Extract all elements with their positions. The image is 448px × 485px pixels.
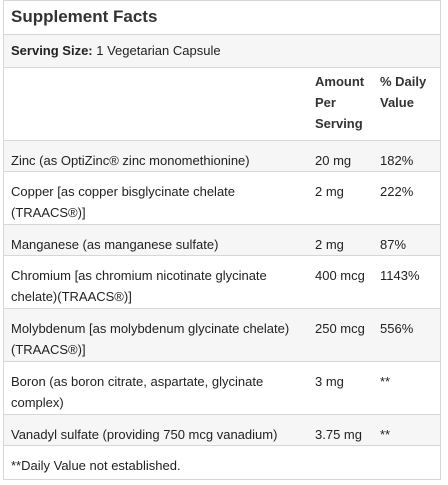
nutrient-daily-value: 222% xyxy=(376,171,440,225)
nutrient-amount: 250 mcg xyxy=(310,308,376,362)
nutrient-name: Vanadyl sulfate (providing 750 mcg vanad… xyxy=(4,414,310,446)
nutrient-name: Chromium [as chromium nicotinate glycina… xyxy=(4,255,310,309)
nutrient-daily-value: ** xyxy=(376,414,440,446)
serving-size-value: 1 Vegetarian Capsule xyxy=(96,43,221,58)
nutrient-amount: 3.75 mg xyxy=(310,414,376,446)
nutrient-name: Boron (as boron citrate, aspartate, glyc… xyxy=(4,361,310,415)
table-row: Zinc (as OptiZinc® zinc monomethionine) … xyxy=(4,140,440,172)
table-row: Chromium [as chromium nicotinate glycina… xyxy=(4,255,440,309)
nutrient-daily-value: 87% xyxy=(376,224,440,256)
nutrient-daily-value: 1143% xyxy=(376,255,440,309)
header-amount: Amount Per Serving xyxy=(310,68,376,141)
nutrient-amount: 20 mg xyxy=(310,140,376,172)
supplement-facts-panel: Supplement Facts Serving Size: 1 Vegetar… xyxy=(3,0,441,480)
nutrient-name: Manganese (as manganese sulfate) xyxy=(4,224,310,256)
nutrient-daily-value: 182% xyxy=(376,140,440,172)
table-row: Copper [as copper bisglycinate chelate (… xyxy=(4,171,440,225)
nutrient-table: Amount Per Serving % Daily Value Zinc (a… xyxy=(4,68,440,478)
nutrient-daily-value: ** xyxy=(376,361,440,415)
header-blank-cell xyxy=(4,68,310,141)
nutrient-amount: 2 mg xyxy=(310,224,376,256)
table-row: Vanadyl sulfate (providing 750 mcg vanad… xyxy=(4,414,440,446)
nutrient-amount: 3 mg xyxy=(310,361,376,415)
footnote-row: **Daily Value not established. xyxy=(4,445,440,478)
table-row: Molybdenum [as molybdenum glycinate chel… xyxy=(4,308,440,362)
serving-size-label: Serving Size: xyxy=(11,43,93,58)
nutrient-name: Zinc (as OptiZinc® zinc monomethionine) xyxy=(4,140,310,172)
nutrient-daily-value: 556% xyxy=(376,308,440,362)
serving-size: Serving Size: 1 Vegetarian Capsule xyxy=(4,35,440,68)
header-daily-value: % Daily Value xyxy=(376,68,440,141)
table-header-row: Amount Per Serving % Daily Value xyxy=(4,68,440,141)
nutrient-amount: 2 mg xyxy=(310,171,376,225)
table-row: Manganese (as manganese sulfate) 2 mg 87… xyxy=(4,224,440,256)
table-row: Boron (as boron citrate, aspartate, glyc… xyxy=(4,361,440,415)
nutrient-name: Molybdenum [as molybdenum glycinate chel… xyxy=(4,308,310,362)
footnote: **Daily Value not established. xyxy=(4,445,440,478)
nutrient-amount: 400 mcg xyxy=(310,255,376,309)
panel-title: Supplement Facts xyxy=(4,1,440,35)
nutrient-name: Copper [as copper bisglycinate chelate (… xyxy=(4,171,310,225)
